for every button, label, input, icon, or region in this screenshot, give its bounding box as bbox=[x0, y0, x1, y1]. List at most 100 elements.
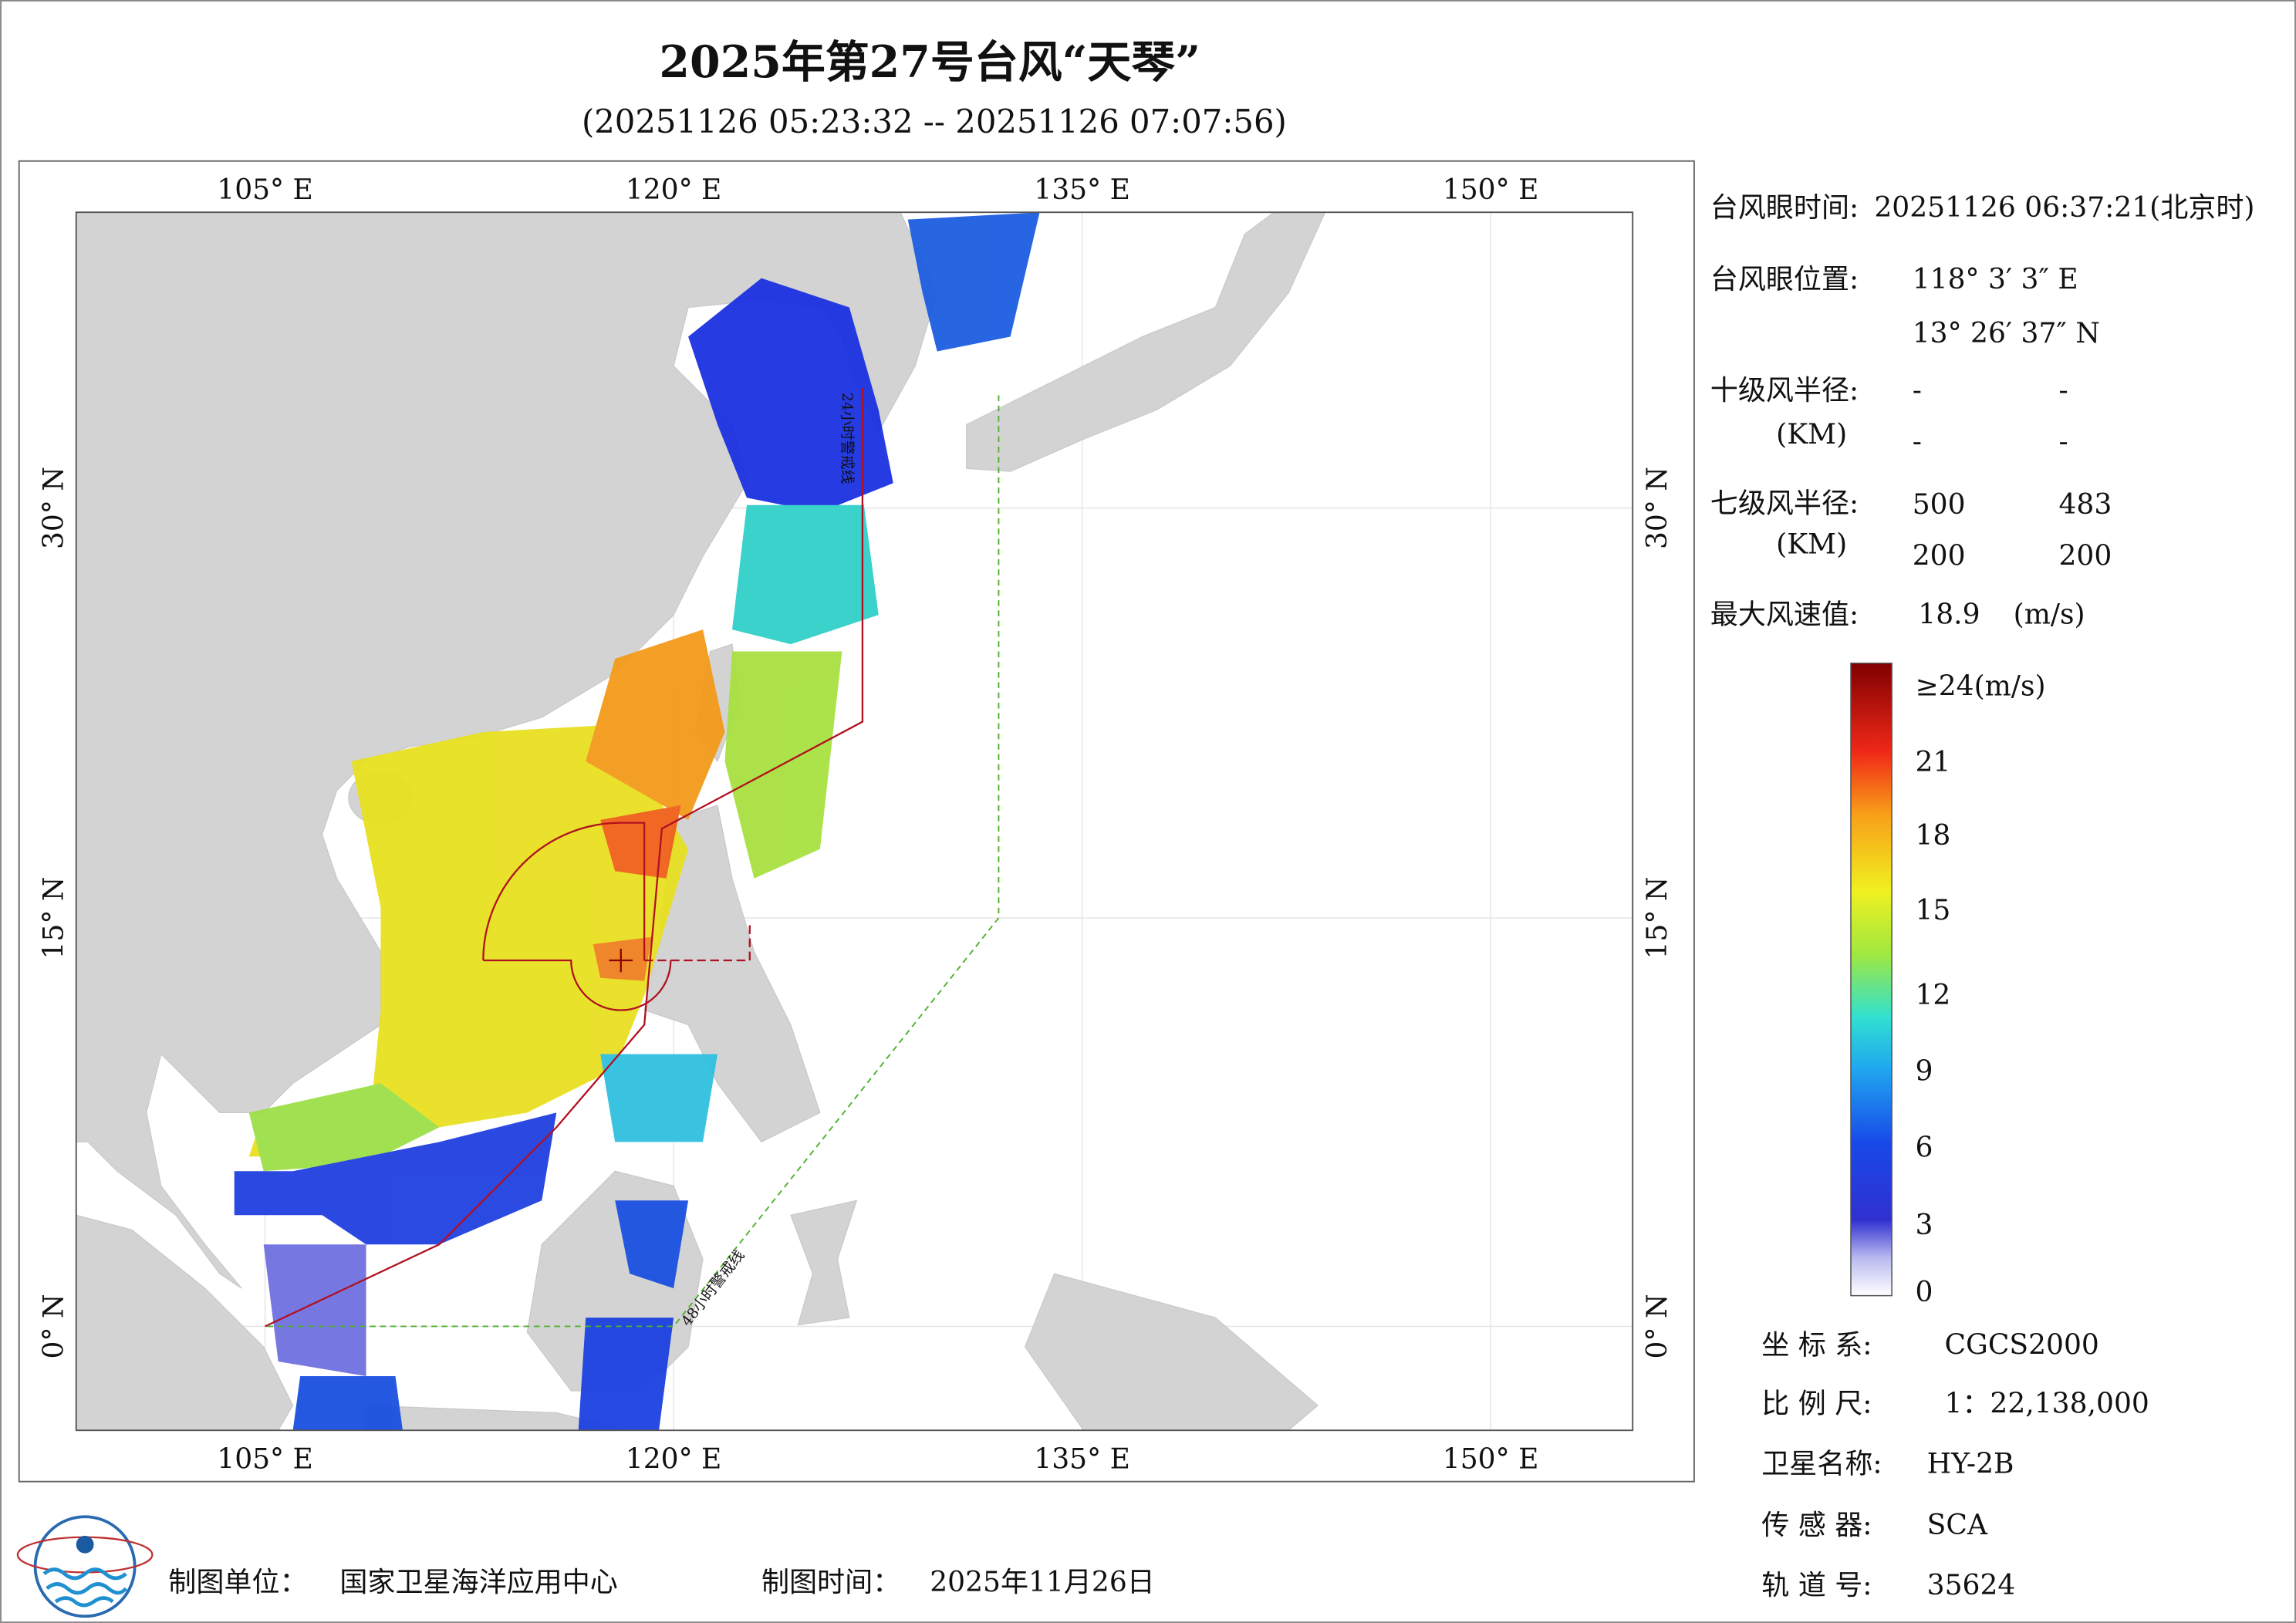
info-label: 七级风半径: bbox=[1710, 487, 1859, 519]
lon-label: 150° E bbox=[1443, 1443, 1539, 1476]
wind-patch bbox=[593, 936, 652, 981]
map-border bbox=[75, 211, 1634, 1432]
wind-patch bbox=[234, 1112, 557, 1245]
lon-label: 120° E bbox=[626, 174, 722, 206]
info-label: 台风眼时间: bbox=[1710, 191, 1859, 224]
lon-labels: 105° E 120° E 135° E 150° E 105° E 120° … bbox=[217, 174, 1538, 1475]
radius-arc bbox=[483, 959, 672, 1011]
lat-labels: 30° N 15° N 0° N 30° N 15° N 0° N bbox=[38, 467, 1673, 1358]
wind-patch bbox=[600, 1054, 718, 1142]
meta-panel: 坐 标 系: CGCS2000 比 例 尺: 1：22,138,000 卫星名称… bbox=[1761, 1329, 2149, 1601]
meta-label: 轨 道 号: bbox=[1761, 1569, 1872, 1601]
lon-label: 120° E bbox=[626, 1443, 722, 1476]
wind-patch bbox=[248, 724, 689, 1157]
lat-label: 15° N bbox=[1641, 877, 1673, 960]
colorbar-label: 9 bbox=[1915, 1055, 1933, 1088]
info-value: - bbox=[1913, 374, 1922, 407]
footer-label: 制图时间： bbox=[761, 1566, 900, 1598]
typhoon-wind-radii bbox=[482, 822, 751, 1011]
meta-value: CGCS2000 bbox=[1944, 1329, 2098, 1361]
meta-label: 坐 标 系: bbox=[1761, 1329, 1872, 1361]
lon-label: 135° E bbox=[1034, 174, 1130, 206]
wind-patch bbox=[292, 1376, 403, 1431]
wind-patch bbox=[688, 278, 893, 513]
wind-patch bbox=[248, 1083, 440, 1172]
colorbar-label: 12 bbox=[1915, 979, 1950, 1011]
warning-line-24h bbox=[265, 387, 864, 1328]
meta-value: SCA bbox=[1927, 1509, 1988, 1541]
info-value: 200 bbox=[2058, 540, 2112, 572]
logo-waves bbox=[42, 1567, 128, 1608]
colorbar-label: 0 bbox=[1915, 1276, 1933, 1308]
logo-satellite bbox=[76, 1535, 94, 1554]
warning-lines bbox=[265, 387, 1000, 1328]
lat-label: 30° N bbox=[1641, 467, 1673, 549]
map-area: 24小时警戒线 48小时警戒线 bbox=[76, 212, 1633, 1431]
colorbar-label: 3 bbox=[1915, 1209, 1933, 1241]
info-label: 台风眼位置: bbox=[1710, 263, 1859, 295]
wind-patch bbox=[586, 629, 725, 820]
colorbar: ≥24(m/s) 21 18 15 12 9 6 3 0 bbox=[1850, 662, 2046, 1308]
warning-line-48h bbox=[265, 395, 1000, 1328]
info-panel: 台风眼时间: 20251126 06:37:21(北京时) 台风眼位置: 118… bbox=[1710, 191, 2255, 631]
colorbar-label: 21 bbox=[1915, 746, 1950, 778]
info-label: 最大风速值: bbox=[1710, 599, 1859, 631]
lon-label: 150° E bbox=[1443, 174, 1539, 206]
info-unit: (m/s) bbox=[2014, 599, 2085, 631]
wind-patch bbox=[907, 212, 1040, 352]
lat-label: 15° N bbox=[38, 877, 70, 960]
meta-value: HY-2B bbox=[1927, 1447, 2014, 1480]
lon-label: 105° E bbox=[217, 1443, 313, 1476]
wind-patch bbox=[578, 1318, 674, 1431]
wind-patch bbox=[724, 651, 842, 879]
colorbar-ramp bbox=[1850, 662, 1893, 1297]
info-value: 200 bbox=[1913, 540, 1966, 572]
info-value: 18.9 bbox=[1918, 599, 1980, 631]
lat-label: 0° N bbox=[1641, 1294, 1673, 1359]
title: 2025年第27号台风“天琴” bbox=[659, 37, 1200, 88]
colorbar-label: 18 bbox=[1915, 819, 1950, 852]
colorbar-label: 6 bbox=[1915, 1131, 1933, 1163]
lon-label: 105° E bbox=[217, 174, 313, 206]
info-value: 118° 3′ 3″ E bbox=[1913, 263, 2078, 295]
meta-label: 传 感 器: bbox=[1761, 1509, 1872, 1541]
info-value: - bbox=[2058, 374, 2068, 407]
wind-field bbox=[234, 212, 1040, 1431]
colorbar-label: ≥24(m/s) bbox=[1915, 670, 2045, 703]
footer-value: 2025年11月26日 bbox=[930, 1566, 1155, 1598]
lat-label: 0° N bbox=[38, 1294, 70, 1359]
info-value: 500 bbox=[1913, 488, 1966, 521]
warning-line-label: 24小时警戒线 bbox=[839, 393, 856, 484]
new-guinea bbox=[1024, 1273, 1319, 1431]
lat-label: 30° N bbox=[38, 467, 70, 549]
info-label: 十级风半径: bbox=[1710, 374, 1859, 407]
sulawesi bbox=[790, 1200, 858, 1326]
info-value: 20251126 06:37:21(北京时) bbox=[1874, 191, 2254, 224]
footer-label: 制图单位： bbox=[168, 1566, 307, 1598]
meta-value: 1：22,138,000 bbox=[1944, 1387, 2149, 1419]
radius-arc bbox=[482, 822, 621, 961]
info-value: 483 bbox=[2058, 488, 2112, 521]
meta-label: 比 例 尺: bbox=[1761, 1387, 1872, 1419]
logo bbox=[16, 1515, 154, 1618]
wind-patch bbox=[263, 1244, 366, 1377]
radius-arc bbox=[620, 822, 646, 961]
meta-label: 卫星名称: bbox=[1761, 1447, 1882, 1480]
footer: 制图单位： 国家卫星海洋应用中心 制图时间： 2025年11月26日 bbox=[168, 1566, 1155, 1598]
wind-patch bbox=[731, 504, 879, 645]
meta-value: 35624 bbox=[1927, 1569, 2016, 1601]
lon-label: 135° E bbox=[1034, 1443, 1130, 1476]
japan bbox=[966, 212, 1326, 472]
info-value: - bbox=[2058, 426, 2068, 458]
wind-patch bbox=[615, 1200, 689, 1289]
sumatra bbox=[76, 1214, 294, 1431]
info-unit: (KM) bbox=[1776, 418, 1847, 450]
logo-ring bbox=[33, 1515, 137, 1618]
info-value: 13° 26′ 37″ N bbox=[1913, 317, 2100, 349]
subtitle: (20251126 05:23:32 -- 20251126 07:07:56) bbox=[582, 103, 1287, 140]
radius-dash bbox=[644, 922, 751, 962]
typhoon-eye bbox=[609, 948, 633, 973]
info-value: - bbox=[1913, 426, 1922, 458]
